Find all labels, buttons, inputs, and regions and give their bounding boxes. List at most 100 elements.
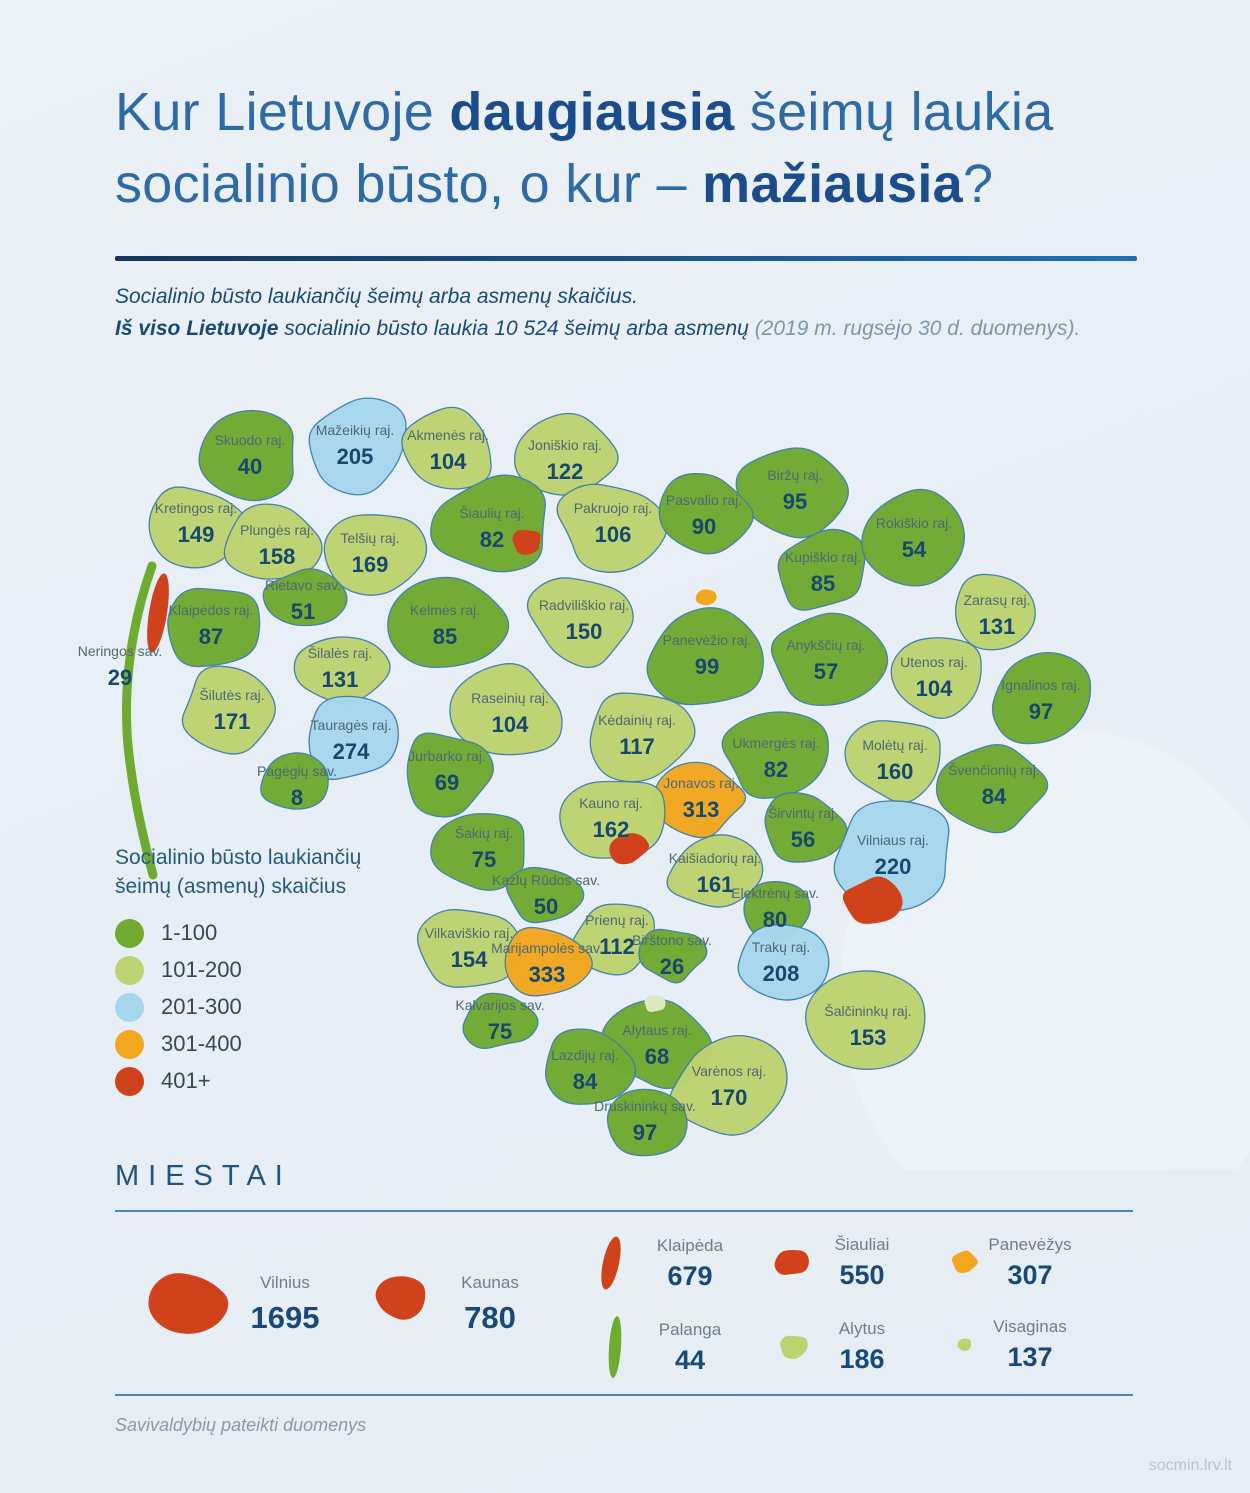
map-region-name-label: Jonavos raj. <box>663 775 738 791</box>
map-region-name-label: Šalčininkų raj. <box>824 1003 911 1019</box>
city-shape-alytus <box>780 1335 808 1359</box>
map-region-value-label: 84 <box>573 1069 598 1094</box>
map-region-value-label: 170 <box>711 1085 748 1110</box>
city-shape-kaunas <box>375 1276 426 1320</box>
map-region-name-label: Varėnos raj. <box>692 1063 766 1079</box>
title-text: socialinio būsto, o kur – <box>115 154 703 214</box>
map-region-value-label: 154 <box>451 947 488 972</box>
map-region-pakruojo-raj <box>556 483 668 573</box>
map-legend: Socialinio būsto laukiančių šeimų (asmen… <box>115 843 435 1103</box>
map-region-mažeikių-raj <box>308 397 407 496</box>
map-region-value-label: 169 <box>352 552 389 577</box>
map-region-value-label: 8 <box>291 785 303 810</box>
city-name-label: Vilnius <box>260 1273 310 1292</box>
map-region-name-label: Radviliškio raj. <box>539 597 629 613</box>
map-region-value-label: 131 <box>322 667 359 692</box>
cities-divider-bottom <box>115 1394 1133 1396</box>
map-region-name-label: Joniškio raj. <box>528 437 602 453</box>
legend-color-swatch <box>115 1029 144 1059</box>
map-region-šalčininkų-raj <box>805 970 926 1070</box>
legend-color-swatch <box>115 918 144 948</box>
legend-label: 101-200 <box>161 957 242 982</box>
map-region-value-label: 104 <box>430 449 467 474</box>
map-region-name-label: Klaipėdos raj. <box>169 602 254 618</box>
map-region-value-label: 50 <box>534 894 558 919</box>
legend-item-401-plus: 401+ <box>115 1066 435 1096</box>
map-region-kupiškio-raj <box>777 528 867 611</box>
legend-color-swatch <box>115 1066 144 1096</box>
map-region-raseinių-raj <box>449 663 563 756</box>
map-region-value-label: 150 <box>566 619 603 644</box>
map-region-value-label: 112 <box>599 934 635 959</box>
cities-shapes-panel: Vilnius 1695 Kaunas 780 Klaipėda 679 Šiauliai 5… <box>148 1235 1072 1378</box>
legend-label: 1-100 <box>161 920 218 945</box>
map-region-name-label: Neringos sav. <box>78 643 163 659</box>
subtitle-line2-bold: Iš viso Lietuvoje <box>115 317 279 340</box>
city-name-label: Visaginas <box>993 1317 1066 1336</box>
city-name-label: Panevėžys <box>988 1235 1071 1254</box>
map-region-name-label: Lazdijų raj. <box>551 1047 619 1063</box>
map-region-molėtų-raj <box>844 720 941 804</box>
cities-divider-top <box>115 1210 1133 1212</box>
map-region-zarasų-raj <box>954 573 1036 651</box>
data-source-note: Savivaldybių pateikti duomenys <box>115 1415 367 1435</box>
kaunas-city-spot <box>609 833 650 865</box>
map-region-value-label: 313 <box>683 797 720 822</box>
map-region-name-label: Alytaus raj. <box>622 1022 691 1038</box>
map-region-name-label: Kazlų Rūdos sav. <box>492 872 600 888</box>
map-region-name-label: Druskininkų sav. <box>594 1098 696 1114</box>
city-shape-klaipėda <box>601 1236 621 1290</box>
map-region-name-label: Pakruojo raj. <box>574 500 653 516</box>
city-shape-palanga <box>608 1316 622 1378</box>
legend-color-swatch <box>115 955 144 985</box>
legend-item-1-100: 1-100 <box>115 918 435 948</box>
city-name-label: Alytus <box>839 1319 885 1338</box>
legend-label: 401+ <box>161 1068 211 1093</box>
page-title: Kur Lietuvoje daugiausia šeimų laukia so… <box>115 76 1054 220</box>
city-name-label: Klaipėda <box>657 1236 724 1255</box>
map-region-name-label: Kelmės raj. <box>410 602 480 618</box>
map-region-name-label: Rokiškio raj. <box>876 515 952 531</box>
city-shape-šiauliai <box>774 1249 809 1275</box>
map-region-name-label: Kėdainių raj. <box>598 712 676 728</box>
map-region-kelmės-raj <box>387 576 510 669</box>
map-region-pagėgių-sav <box>260 752 329 810</box>
city-value-label: 780 <box>464 1300 516 1335</box>
map-region-birštono-sav <box>638 928 708 984</box>
map-region-name-label: Šilalės raj. <box>308 645 373 661</box>
title-text: šeimų laukia <box>734 82 1054 142</box>
map-region-value-label: 122 <box>547 459 584 484</box>
city-shape-panevėžys <box>951 1250 978 1273</box>
map-region-name-label: Kaišiadorių raj. <box>669 850 762 866</box>
city-value-label: 186 <box>839 1344 884 1374</box>
map-region-value-label: 153 <box>850 1025 887 1050</box>
vilnius-city-spot <box>842 876 903 924</box>
map-region-name-label: Trakų raj. <box>752 939 811 955</box>
city-name-label: Kaunas <box>461 1273 519 1292</box>
map-region-name-label: Elektrėnų sav. <box>731 885 819 901</box>
map-region-klaipėdos-raj <box>167 587 261 668</box>
map-region-value-label: 97 <box>1029 699 1053 724</box>
city-name-label: Palanga <box>659 1320 722 1339</box>
city-value-label: 679 <box>667 1261 712 1291</box>
map-region-akmenės-raj <box>401 406 492 490</box>
map-region-value-label: 274 <box>333 739 370 764</box>
map-region-šilalės-raj <box>293 636 391 705</box>
map-region-name-label: Tauragės raj. <box>311 717 392 733</box>
map-region-value-label: 75 <box>472 847 496 872</box>
map-region-radviliškio-raj <box>526 577 634 669</box>
legend-label: 301-400 <box>161 1031 242 1056</box>
subtitle-line1: Socialinio būsto laukiančių šeimų arba a… <box>115 285 638 308</box>
map-region-name-label: Kalvarijos sav. <box>455 997 544 1013</box>
map-region-name-label: Ukmergės raj. <box>732 735 819 751</box>
map-region-name-label: Švenčionių raj. <box>948 762 1040 778</box>
map-region-value-label: 162 <box>593 817 630 842</box>
map-region-value-label: 40 <box>238 454 262 479</box>
map-region-telšių-raj <box>323 514 428 596</box>
map-region-šilutės-raj <box>181 665 276 755</box>
city-value-label: 44 <box>675 1345 705 1375</box>
map-region-value-label: 208 <box>763 961 800 986</box>
map-region-panevėžio-raj <box>646 607 764 706</box>
legend-title-line1: Socialinio būsto laukiančių <box>115 846 362 869</box>
